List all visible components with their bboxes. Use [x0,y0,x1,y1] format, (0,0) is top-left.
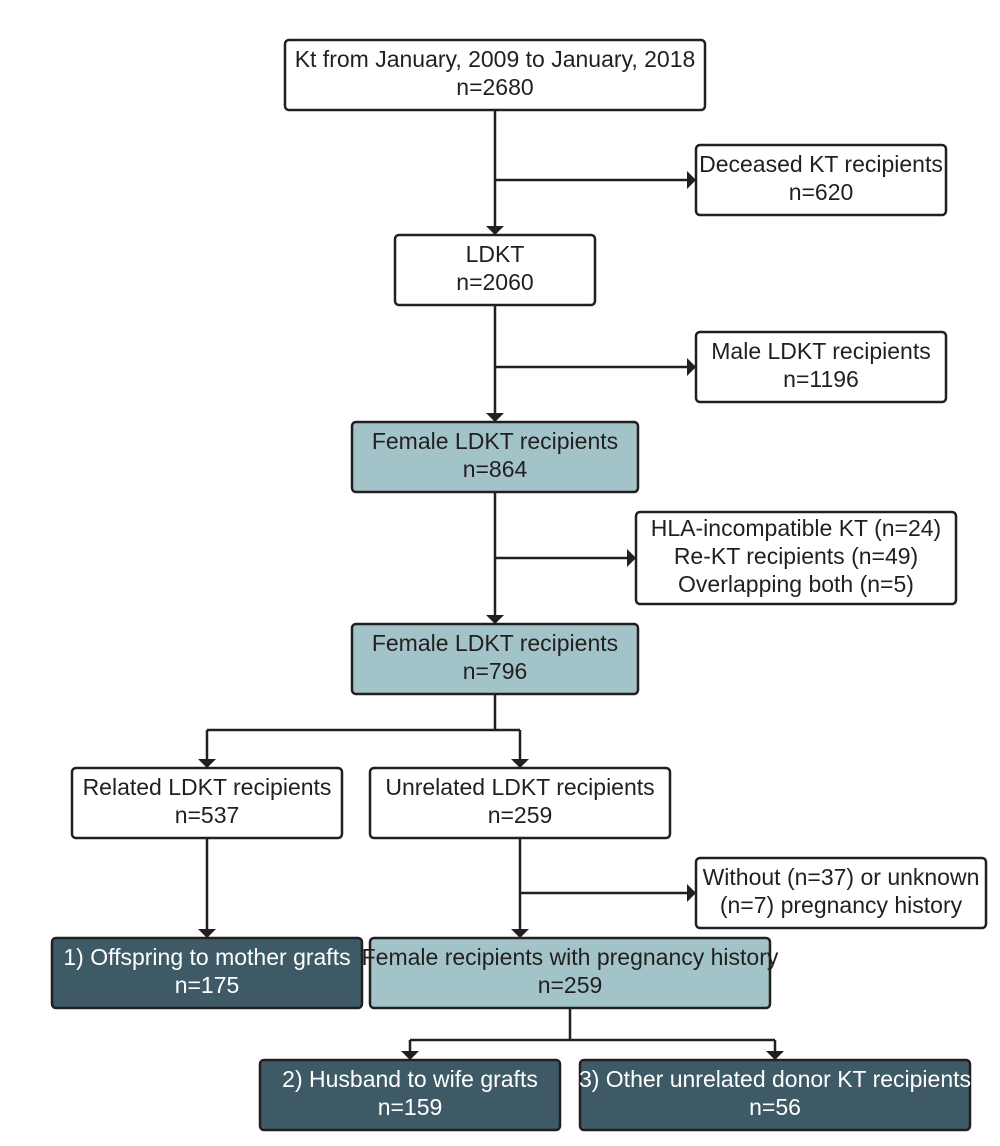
node-female2-line1: n=796 [463,658,528,684]
node-ldkt-line0: LDKT [466,241,525,267]
node-female2: Female LDKT recipientsn=796 [352,624,638,694]
node-excl-line0: HLA-incompatible KT (n=24) [651,515,941,541]
node-preg_hist-line1: n=259 [538,972,603,998]
node-other-line0: 3) Other unrelated donor KT recipients [579,1066,971,1092]
node-unrelated-line1: n=259 [488,802,553,828]
node-offspring-line0: 1) Offspring to mother grafts [63,944,350,970]
node-husband-line0: 2) Husband to wife grafts [282,1066,538,1092]
node-male-line0: Male LDKT recipients [711,338,930,364]
node-unrelated-line0: Unrelated LDKT recipients [385,774,654,800]
node-unrelated: Unrelated LDKT recipientsn=259 [370,768,670,838]
node-preg_hist: Female recipients with pregnancy history… [362,938,779,1008]
node-husband-line1: n=159 [378,1094,443,1120]
node-related: Related LDKT recipientsn=537 [72,768,342,838]
node-offspring: 1) Offspring to mother graftsn=175 [52,938,362,1008]
node-female1-line0: Female LDKT recipients [372,428,618,454]
node-kt: Kt from January, 2009 to January, 2018n=… [285,40,705,110]
node-excl-line2: Overlapping both (n=5) [678,571,914,597]
node-excl: HLA-incompatible KT (n=24)Re-KT recipien… [636,512,956,604]
node-deceased-line1: n=620 [789,179,854,205]
node-male: Male LDKT recipientsn=1196 [696,332,946,402]
node-other: 3) Other unrelated donor KT recipientsn=… [579,1060,971,1130]
node-related-line0: Related LDKT recipients [83,774,332,800]
node-ldkt: LDKTn=2060 [395,235,595,305]
node-preg_ex-line1: (n=7) pregnancy history [720,892,963,918]
node-female1: Female LDKT recipientsn=864 [352,422,638,492]
node-excl-line1: Re-KT recipients (n=49) [674,543,918,569]
node-female2-line0: Female LDKT recipients [372,630,618,656]
node-deceased-line0: Deceased KT recipients [699,151,943,177]
node-kt-line0: Kt from January, 2009 to January, 2018 [295,46,696,72]
node-other-line1: n=56 [749,1094,801,1120]
node-deceased: Deceased KT recipientsn=620 [696,145,946,215]
node-preg_ex: Without (n=37) or unknown(n=7) pregnancy… [696,858,986,928]
node-preg_hist-line0: Female recipients with pregnancy history [362,944,779,970]
node-male-line1: n=1196 [783,366,859,392]
node-kt-line1: n=2680 [456,74,533,100]
node-offspring-line1: n=175 [175,972,240,998]
node-preg_ex-line0: Without (n=37) or unknown [703,864,980,890]
node-female1-line1: n=864 [463,456,528,482]
node-ldkt-line1: n=2060 [456,269,533,295]
node-related-line1: n=537 [175,802,240,828]
node-husband: 2) Husband to wife graftsn=159 [260,1060,560,1130]
